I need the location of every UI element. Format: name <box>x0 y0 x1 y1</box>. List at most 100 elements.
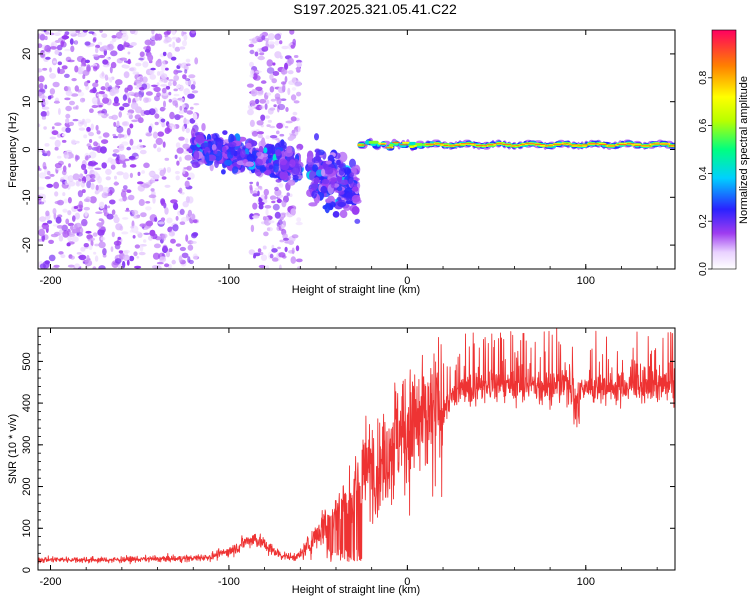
spectrogram-blob <box>262 216 267 221</box>
spectrogram-blob <box>122 102 130 108</box>
spectrogram-blob <box>281 45 289 50</box>
spectrogram-blob <box>121 121 130 127</box>
spectrogram-blob <box>122 172 129 180</box>
spectrogram-blob <box>139 223 147 227</box>
spectrogram-blob <box>139 94 142 101</box>
spectrogram-blob <box>104 74 109 81</box>
spectrogram-blob <box>134 265 142 269</box>
spectrogram-blob <box>87 145 93 150</box>
spectrogram-blob <box>97 100 101 106</box>
spectrogram-blob <box>47 170 51 176</box>
spectrogram-blob <box>61 139 67 143</box>
spectrogram-blob <box>63 174 69 181</box>
spectrogram-blob <box>94 146 100 152</box>
spectrogram-blob <box>89 196 97 204</box>
spectrogram-blob <box>162 60 166 67</box>
spectrogram-blob <box>259 52 265 56</box>
spectrogram-blob <box>98 218 104 222</box>
spectrogram-blob <box>123 64 130 69</box>
spectrogram-blob <box>38 83 44 90</box>
spectrogram-blob <box>95 47 99 54</box>
spectrogram-blob <box>325 160 332 165</box>
spectrogram-blob <box>113 87 120 94</box>
spectrogram-blob <box>245 142 252 149</box>
spectrogram-blob <box>172 224 179 232</box>
spectrogram-blob <box>265 265 270 269</box>
spectrogram-blob <box>285 120 293 124</box>
spectrogram-blob <box>293 55 299 58</box>
spectrogram-blob <box>139 139 142 143</box>
spectrogram-blob <box>136 255 140 259</box>
spectrogram-blob <box>161 176 167 180</box>
spectrogram-blob <box>110 164 116 170</box>
spectrogram-blob <box>156 71 161 76</box>
spectrogram-blob <box>277 246 281 250</box>
spectrogram-ridge-segment <box>448 145 453 147</box>
spectrogram-blob <box>173 88 178 92</box>
spectrogram-blob <box>337 186 343 192</box>
spectrogram-blob <box>153 143 157 149</box>
spectrogram-blob <box>192 112 198 121</box>
spectrogram-blob <box>276 122 283 129</box>
spectrogram-blob <box>142 61 149 68</box>
spectrogram-blob <box>71 139 76 145</box>
spectrogram-blob <box>44 84 48 90</box>
spectrogram-blob <box>171 30 176 36</box>
spectrogram-blob <box>56 155 62 159</box>
spectrogram-blob <box>150 188 155 192</box>
spectrogram-blob <box>349 158 356 169</box>
spectrogram-blob <box>109 199 116 205</box>
spectrogram-blob <box>139 244 144 252</box>
spectrogram-blob <box>154 113 160 119</box>
spectrogram-blob <box>248 43 255 48</box>
spectrogram-blob <box>174 114 181 121</box>
spectrogram-blob <box>87 166 94 170</box>
snr-x-label: Height of straight line (km) <box>292 584 420 596</box>
spectrogram-blob <box>44 35 48 41</box>
spectrogram-blob <box>279 158 288 166</box>
spectrogram-blob <box>193 103 200 106</box>
spectrogram-blob <box>102 186 110 194</box>
spectrogram-blob <box>65 90 73 97</box>
spectrogram-blob <box>110 159 117 166</box>
spectrogram-blob <box>287 136 294 141</box>
spectrogram-blob <box>336 159 341 166</box>
spectrogram-blob <box>89 237 95 241</box>
spectrogram-blob <box>269 253 274 259</box>
spectrogram-blob <box>135 156 139 159</box>
spectrogram-blob <box>98 104 103 108</box>
spectrogram-blob <box>66 242 71 247</box>
spectrogram-blob <box>95 184 99 191</box>
spectrogram-blob <box>83 198 90 202</box>
spectrogram-blob <box>131 145 139 150</box>
spectrogram-blob <box>312 164 318 172</box>
spectrogram-blob <box>151 84 158 88</box>
spectrogram-blob <box>269 73 274 81</box>
spectrogram-ridge-segment <box>634 144 641 146</box>
spectrogram-blob <box>232 166 239 174</box>
spectrogram-blob <box>267 33 275 41</box>
spectrogram-blob <box>184 69 188 74</box>
spectrogram-blob <box>74 263 80 269</box>
spectrogram-blob <box>80 180 86 188</box>
spectrogram-blob <box>88 131 94 137</box>
spectrogram-blob <box>67 59 75 63</box>
spectrogram-blob <box>88 31 95 34</box>
spectrogram-blob <box>86 64 91 72</box>
spectrogram-blob <box>98 241 106 249</box>
spectrogram-blob <box>43 166 47 170</box>
spectrogram-blob <box>224 159 233 166</box>
spectrogram-blob <box>256 120 264 126</box>
spectrogram-blob <box>349 172 355 178</box>
spectrogram-blob <box>58 251 64 255</box>
spectrogram-blob <box>71 78 77 82</box>
spectrogram-blob <box>265 208 269 216</box>
spectrogram-blob <box>211 132 220 141</box>
spectrogram-blob <box>170 56 177 61</box>
spectrogram-blob <box>249 49 255 55</box>
spectrogram-blob <box>330 179 335 189</box>
spectrogram-blob <box>79 173 84 179</box>
spectrogram-blob <box>98 136 102 139</box>
spectrogram-blob <box>295 245 300 252</box>
spectrogram-blob <box>49 136 57 140</box>
